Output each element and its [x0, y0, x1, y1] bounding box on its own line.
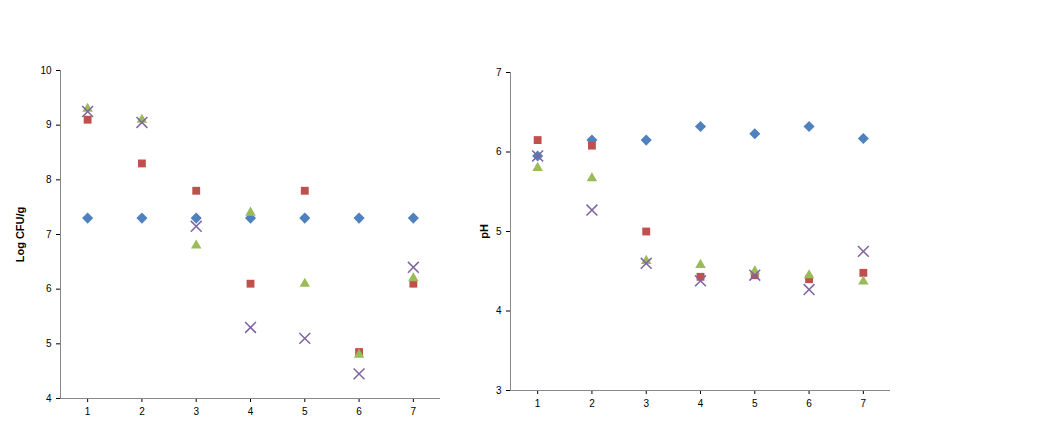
- svg-text:10: 10: [40, 65, 52, 76]
- svg-text:6: 6: [806, 398, 812, 409]
- svg-text:5: 5: [302, 406, 308, 417]
- svg-text:6: 6: [496, 146, 502, 157]
- svg-text:1: 1: [85, 406, 91, 417]
- svg-text:4: 4: [698, 398, 704, 409]
- svg-text:2: 2: [139, 406, 145, 417]
- svg-text:4: 4: [248, 406, 254, 417]
- svg-text:pH: pH: [478, 224, 490, 239]
- svg-text:7: 7: [46, 229, 52, 240]
- svg-text:4: 4: [496, 305, 502, 316]
- svg-text:5: 5: [496, 226, 502, 237]
- svg-text:7: 7: [496, 67, 502, 78]
- svg-text:1: 1: [535, 398, 541, 409]
- svg-text:4: 4: [46, 393, 52, 404]
- svg-text:9: 9: [46, 119, 52, 130]
- svg-text:7: 7: [411, 406, 417, 417]
- svg-text:6: 6: [356, 406, 362, 417]
- svg-text:2: 2: [589, 398, 595, 409]
- svg-text:7: 7: [861, 398, 867, 409]
- svg-text:3: 3: [643, 398, 649, 409]
- svg-text:5: 5: [752, 398, 758, 409]
- svg-text:6: 6: [46, 283, 52, 294]
- svg-text:3: 3: [193, 406, 199, 417]
- svg-text:8: 8: [46, 174, 52, 185]
- svg-text:3: 3: [496, 385, 502, 396]
- svg-text:Log CFU/g: Log CFU/g: [14, 207, 26, 263]
- svg-text:5: 5: [46, 338, 52, 349]
